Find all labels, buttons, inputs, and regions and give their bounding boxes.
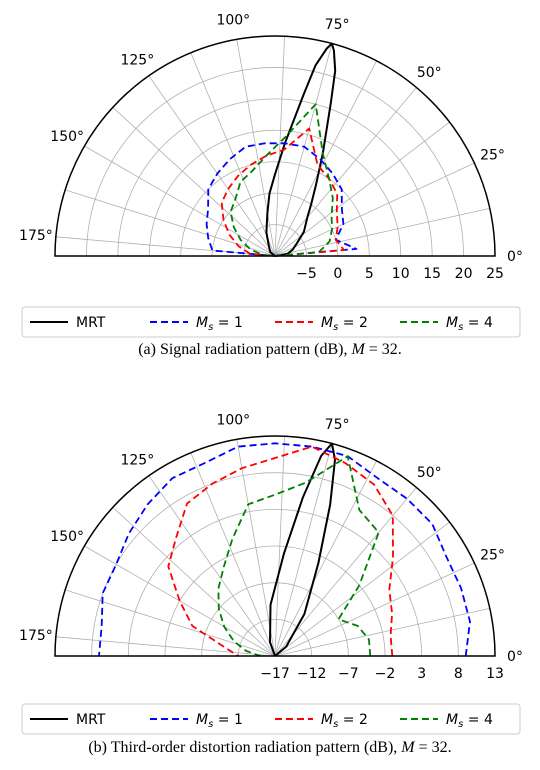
radial-tick-label: −5 xyxy=(296,266,317,282)
series-m_s1-line xyxy=(98,442,471,657)
angular-gridline xyxy=(274,43,333,257)
legend-box xyxy=(21,306,521,338)
radial-tick-label: 20 xyxy=(455,266,473,282)
angular-gridline xyxy=(190,452,276,657)
angular-gridline xyxy=(65,589,276,657)
angle-tick-label: 0° xyxy=(507,649,523,665)
angle-tick-label: 25° xyxy=(480,548,505,564)
legend-label: Ms = 2 xyxy=(321,315,368,333)
radial-tick-label: 15 xyxy=(423,266,441,282)
angular-gridline xyxy=(274,436,285,657)
angle-tick-label: 175° xyxy=(19,228,53,244)
angular-gridline xyxy=(274,443,333,657)
legend: MRT Ms = 1 Ms = 2 Ms = 4 xyxy=(21,306,521,338)
angular-gridline xyxy=(190,52,276,257)
angle-tick-label: 50° xyxy=(417,465,442,481)
radial-tick-label: 25 xyxy=(486,266,504,282)
polar-frame xyxy=(54,35,496,257)
angle-tick-label: 75° xyxy=(325,17,350,33)
angular-gridline xyxy=(274,521,450,657)
angular-gridline xyxy=(84,145,276,257)
series-m_s1-line xyxy=(205,142,358,257)
angle-tick-label: 150° xyxy=(50,529,84,545)
series-m_s4-line xyxy=(217,455,380,657)
polar-chart-1: 0° 25° 50° 75° 100° 125° 150° 175° −5 0 5 10 15 20 25 M… xyxy=(19,13,523,358)
angle-tick-label: 50° xyxy=(417,65,442,81)
angle-tick-label: 125° xyxy=(120,452,154,468)
series-mrt-line xyxy=(265,42,337,257)
angular-gridline xyxy=(274,562,475,657)
radial-tick-label: −17 xyxy=(260,666,290,682)
legend-label: MRT xyxy=(76,315,106,331)
angular-gridline xyxy=(274,121,450,257)
angular-gridline xyxy=(236,39,276,257)
figure-caption: (a) Signal radiation pattern (dB), M = 3… xyxy=(138,341,402,358)
angular-gridline xyxy=(65,189,276,257)
angular-gridline xyxy=(274,60,377,257)
angular-gridline xyxy=(274,162,475,257)
angular-gridline xyxy=(274,607,490,657)
angular-gridline xyxy=(84,545,276,657)
legend-label: Ms = 1 xyxy=(196,712,243,730)
series-m_s2-line xyxy=(220,127,345,257)
series-m_s2-line xyxy=(167,445,394,657)
radial-gridline xyxy=(86,67,464,257)
legend-label: Ms = 4 xyxy=(446,315,493,333)
legend-box xyxy=(21,703,521,735)
angle-tick-label: 0° xyxy=(507,249,523,265)
angular-gridline xyxy=(274,460,377,657)
radial-tick-label: 13 xyxy=(486,666,504,682)
legend-label: Ms = 1 xyxy=(196,315,243,333)
angular-gridline xyxy=(55,636,276,657)
angle-tick-label: 75° xyxy=(325,417,350,433)
legend-label: Ms = 4 xyxy=(446,712,493,730)
radial-tick-label: −2 xyxy=(375,666,396,682)
polar-chart-2: 0° 25° 50° 75° 100° 125° 150° 175° −17 −12 −7 −2 3 8 1… xyxy=(19,413,523,756)
radial-gridline xyxy=(117,98,433,257)
radial-gridline xyxy=(91,472,459,657)
legend: MRT Ms = 1 Ms = 2 Ms = 4 xyxy=(21,703,521,735)
angular-gridline xyxy=(236,439,276,657)
radial-tick-label: 5 xyxy=(365,266,374,282)
angular-gridline xyxy=(274,207,490,257)
angular-gridline xyxy=(274,87,417,257)
angle-tick-label: 100° xyxy=(216,13,250,29)
radial-gridline xyxy=(180,161,370,257)
radial-tick-label: −12 xyxy=(297,666,327,682)
radial-tick-label: −7 xyxy=(338,666,359,682)
radial-tick-label: 0 xyxy=(333,266,342,282)
series-m_s4-line xyxy=(229,103,334,257)
angle-tick-label: 175° xyxy=(19,628,53,644)
radial-tick-label: 10 xyxy=(392,266,410,282)
figure-caption: (b) Third-order distortion radiation pat… xyxy=(88,739,451,756)
angle-tick-label: 150° xyxy=(50,129,84,145)
angle-tick-label: 25° xyxy=(480,148,505,164)
angle-tick-label: 125° xyxy=(120,52,154,68)
radial-gridline xyxy=(127,508,423,657)
legend-label: MRT xyxy=(76,712,106,728)
radial-gridline xyxy=(148,129,402,257)
polar-frame xyxy=(54,435,496,657)
angular-gridline xyxy=(148,75,276,257)
radial-gridline xyxy=(164,545,386,657)
legend-label: Ms = 2 xyxy=(321,712,368,730)
radial-gridline xyxy=(201,582,349,657)
angular-gridline xyxy=(274,487,417,657)
angular-gridline xyxy=(112,107,276,257)
radial-tick-label: 3 xyxy=(417,666,426,682)
angular-gridline xyxy=(112,507,276,657)
angular-gridline xyxy=(274,36,285,257)
angle-tick-label: 100° xyxy=(216,413,250,429)
radial-tick-label: 8 xyxy=(454,666,463,682)
angular-gridline xyxy=(148,475,276,657)
